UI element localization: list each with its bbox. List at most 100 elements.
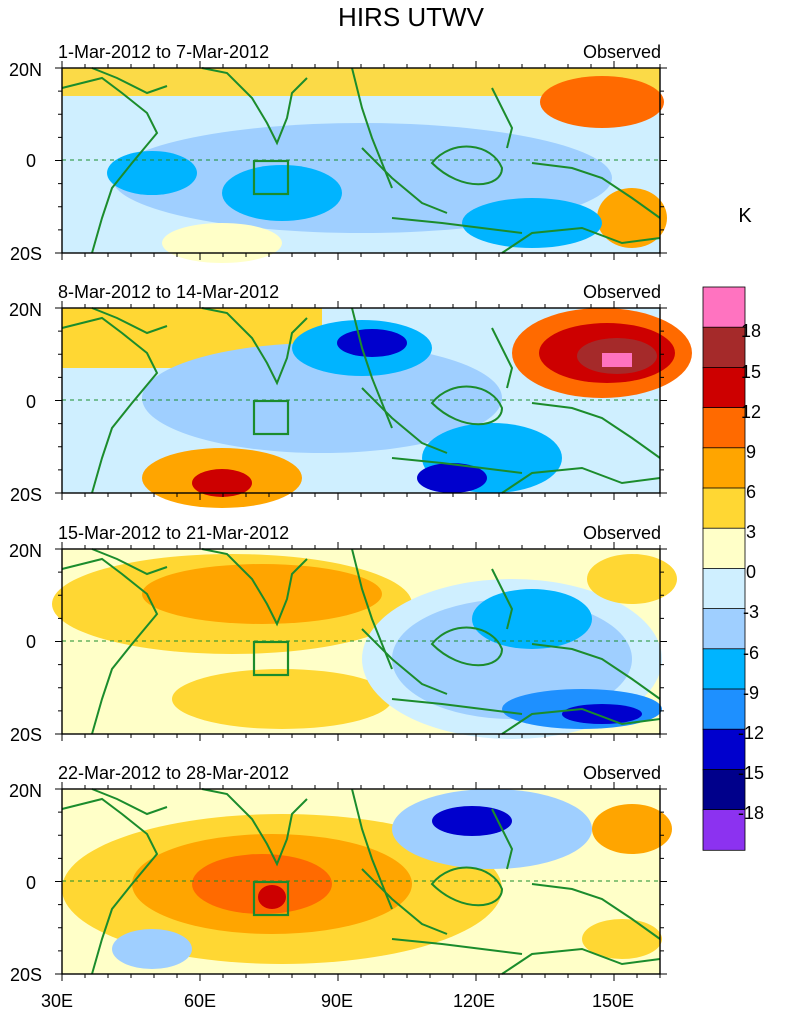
panel-1-map bbox=[62, 68, 667, 263]
lat-label-20s-2: 20S bbox=[10, 485, 42, 505]
coastline bbox=[201, 67, 308, 146]
coastline bbox=[491, 808, 514, 870]
colorbar-swatch bbox=[702, 688, 746, 731]
colorbar-swatch bbox=[702, 568, 746, 610]
lat-label-20n-3: 20N bbox=[9, 541, 42, 561]
region-box bbox=[252, 880, 290, 917]
panel-1-status: Observed bbox=[583, 42, 661, 62]
map-decorations bbox=[55, 61, 667, 981]
colorbar-label: -9 bbox=[743, 683, 759, 703]
lat-label-20n-1: 20N bbox=[9, 60, 42, 80]
panel-3-overlay bbox=[55, 542, 667, 741]
panel-3-status: Observed bbox=[583, 523, 661, 543]
panel-2-map bbox=[62, 308, 692, 508]
lat-label-eq-2: 0 bbox=[26, 392, 36, 412]
coastline bbox=[361, 868, 448, 935]
coastline bbox=[91, 788, 168, 816]
colorbar-swatch bbox=[702, 487, 746, 530]
colorbar-swatch bbox=[702, 286, 746, 329]
coastline bbox=[361, 147, 448, 214]
lat-label-20s-4: 20S bbox=[10, 965, 42, 985]
lon-label-150e: 150E bbox=[592, 991, 634, 1011]
colorbar-swatch bbox=[702, 407, 746, 449]
colorbar-swatch bbox=[702, 366, 746, 409]
coastline bbox=[491, 87, 514, 149]
colorbar-label: -3 bbox=[743, 602, 759, 622]
colorbar-swatch bbox=[702, 809, 746, 851]
lat-label-20s-3: 20S bbox=[10, 725, 42, 745]
colorbar-labels: 18 15 12 9 6 3 0 -3 -6 -9 -12 -15 -18 bbox=[738, 321, 764, 823]
colorbar-swatch bbox=[702, 527, 746, 570]
coastline bbox=[201, 548, 308, 627]
coastline bbox=[531, 162, 661, 219]
coastline bbox=[501, 226, 661, 254]
coastline bbox=[501, 466, 661, 494]
coastline bbox=[491, 327, 514, 389]
lon-label-60e: 60E bbox=[184, 991, 216, 1011]
map-panel-1: 1-Mar-2012 to 7-Mar-2012 Observed bbox=[58, 42, 667, 263]
coastline bbox=[430, 385, 504, 426]
coastline bbox=[391, 217, 523, 234]
coastline bbox=[201, 307, 308, 386]
coastline bbox=[531, 883, 661, 940]
colorbar-label: 12 bbox=[741, 402, 761, 422]
panel-4-status: Observed bbox=[583, 763, 661, 783]
coastline bbox=[531, 402, 661, 459]
colorbar-swatch bbox=[702, 447, 746, 489]
lat-label-20n-2: 20N bbox=[9, 300, 42, 320]
coastline bbox=[430, 145, 504, 186]
colorbar-swatch bbox=[702, 648, 746, 690]
region-box bbox=[252, 640, 290, 677]
panel-2-status: Observed bbox=[583, 282, 661, 302]
coastline bbox=[430, 866, 504, 907]
coastline bbox=[391, 457, 523, 474]
colorbar-label: 3 bbox=[746, 522, 756, 542]
coastline bbox=[491, 568, 514, 630]
coastline bbox=[361, 628, 448, 695]
lat-label-20n-4: 20N bbox=[9, 781, 42, 801]
colorbar-label: -6 bbox=[743, 643, 759, 663]
panel-3-period: 15-Mar-2012 to 21-Mar-2012 bbox=[58, 523, 289, 543]
colorbar-label: -18 bbox=[738, 803, 764, 823]
panel-4-overlay bbox=[55, 782, 667, 981]
colorbar-label: 15 bbox=[741, 362, 761, 382]
colorbar-label: -12 bbox=[738, 723, 764, 743]
colorbar-swatch bbox=[702, 608, 746, 650]
panel-4-period: 22-Mar-2012 to 28-Mar-2012 bbox=[58, 763, 289, 783]
colorbar-label: 9 bbox=[746, 442, 756, 462]
lon-labels: 30E 60E 90E 120E 150E bbox=[41, 991, 634, 1011]
lon-label-30e: 30E bbox=[41, 991, 73, 1011]
colorbar-swatch bbox=[702, 728, 746, 771]
coastline bbox=[531, 643, 661, 700]
colorbar: 18 15 12 9 6 3 0 -3 -6 -9 -12 -15 -18 bbox=[702, 286, 764, 851]
colorbar-swatch bbox=[702, 326, 746, 369]
lat-label-eq-1: 0 bbox=[26, 151, 36, 171]
lon-label-90e: 90E bbox=[321, 991, 353, 1011]
panel-1-overlay bbox=[55, 61, 667, 260]
map-panel-4: 22-Mar-2012 to 28-Mar-2012 Observed bbox=[58, 763, 672, 974]
lat-label-eq-4: 0 bbox=[26, 873, 36, 893]
colorbar-label: 0 bbox=[746, 562, 756, 582]
colorbar-label: -15 bbox=[738, 763, 764, 783]
coastline bbox=[61, 316, 159, 494]
region-box bbox=[252, 159, 290, 196]
lat-label-20s-1: 20S bbox=[10, 244, 42, 264]
coastline bbox=[61, 76, 159, 254]
panel-2-overlay bbox=[55, 301, 667, 500]
coastline bbox=[91, 548, 168, 576]
colorbar-swatches bbox=[702, 286, 746, 851]
coastline bbox=[361, 387, 448, 454]
region-box bbox=[252, 399, 290, 436]
coastline bbox=[501, 947, 661, 975]
colorbar-swatch bbox=[702, 769, 746, 811]
coastline bbox=[61, 797, 159, 975]
coastline bbox=[391, 938, 523, 955]
panel-1-period: 1-Mar-2012 to 7-Mar-2012 bbox=[58, 42, 269, 62]
coastline bbox=[91, 307, 168, 335]
coastline bbox=[61, 557, 159, 735]
coastline bbox=[391, 698, 523, 715]
colorbar-label: 6 bbox=[746, 482, 756, 502]
unit-label: K bbox=[738, 205, 752, 227]
lon-label-120e: 120E bbox=[453, 991, 495, 1011]
